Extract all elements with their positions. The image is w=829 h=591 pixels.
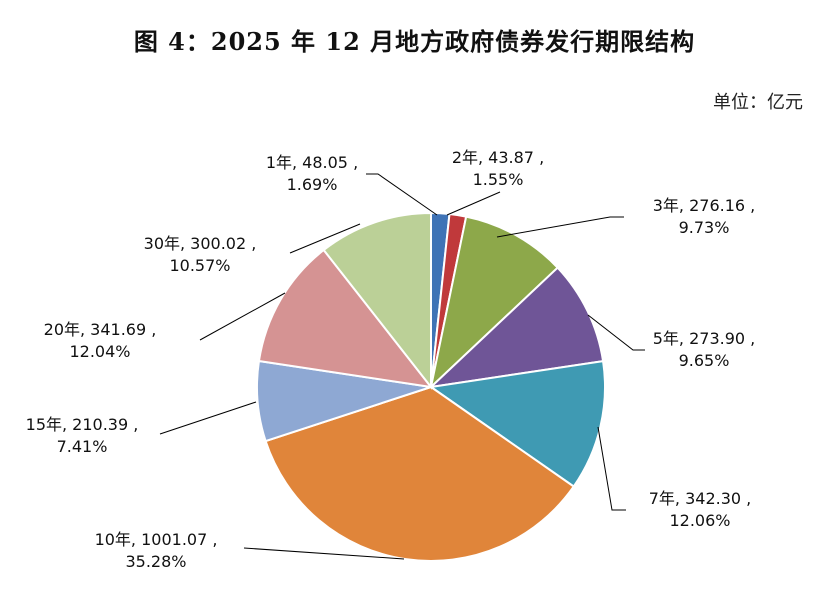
leader-line-15年 [159, 401, 257, 435]
leader-line-3年 [496, 216, 624, 238]
leader-line-1年 [366, 173, 438, 216]
leader-line-2年 [446, 191, 501, 216]
pie-slice-10年 [264, 385, 576, 562]
pie-slice-20年 [257, 248, 434, 389]
pie-slice-3年 [429, 215, 560, 390]
data-label-10年: 10年, 1001.07 , 35.28% [95, 530, 218, 571]
data-label-2年: 2年, 43.87 , 1.55% [452, 148, 544, 189]
leader-line-20年 [199, 292, 286, 341]
data-label-20年: 20年, 341.69 , 12.04% [44, 320, 157, 361]
leader-line-5年 [587, 314, 645, 351]
data-label-7年: 7年, 342.30 , 12.06% [649, 489, 752, 530]
data-label-1年: 1年, 48.05 , 1.69% [266, 153, 358, 194]
pie-slice-30年 [322, 211, 432, 390]
pie-slice-5年 [427, 266, 605, 389]
chart-title: 图 4：2025 年 12 月地方政府债券发行期限结构 [133, 27, 696, 56]
data-label-5年: 5年, 273.90 , 9.65% [653, 329, 756, 370]
leader-line-7年 [597, 426, 626, 511]
data-label-3年: 3年, 276.16 , 9.73% [653, 196, 756, 237]
leader-line-30年 [289, 223, 361, 254]
unit-label: 单位：亿元 [713, 92, 803, 113]
pie-slice-7年 [428, 359, 606, 488]
data-label-15年: 15年, 210.39 , 7.41% [26, 415, 139, 456]
data-label-30年: 30年, 300.02 , 10.57% [144, 234, 257, 275]
leader-line-10年 [243, 547, 405, 560]
